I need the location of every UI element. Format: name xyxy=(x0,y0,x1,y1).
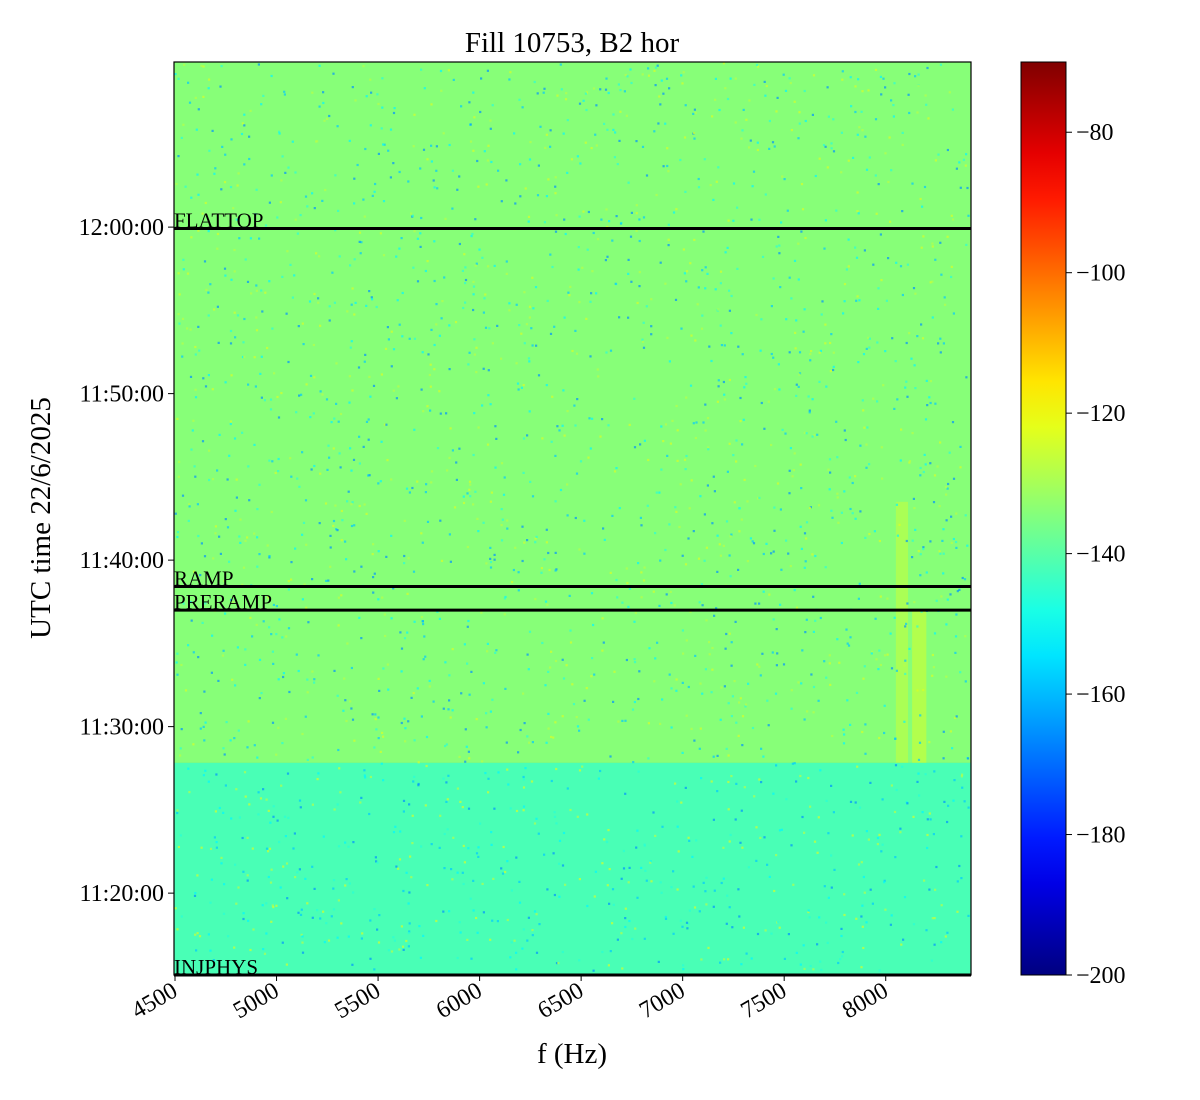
colorbar-tick-label--160: −160 xyxy=(1076,682,1126,708)
heatmap-noise xyxy=(174,62,970,972)
x-tick-label-6500: 6500 xyxy=(534,978,589,1025)
colorbar-tick-label--180: −180 xyxy=(1076,823,1126,849)
y-tick-label-11:20:00: 11:20:00 xyxy=(80,881,164,907)
x-tick-label-5000: 5000 xyxy=(229,978,284,1025)
x-tick-label-5500: 5500 xyxy=(331,978,386,1025)
x-tick-label-6000: 6000 xyxy=(432,978,487,1025)
y-tick-label-11:50:00: 11:50:00 xyxy=(80,382,164,408)
y-tick-label-11:30:00: 11:30:00 xyxy=(80,715,164,741)
x-tick-label-7000: 7000 xyxy=(635,978,690,1025)
x-tick-label-7500: 7500 xyxy=(737,978,792,1025)
colorbar-tick-label--100: −100 xyxy=(1076,261,1126,287)
y-axis-label: UTC time 22/6/2025 xyxy=(25,397,57,639)
colorbar-tick-label--200: −200 xyxy=(1076,963,1126,989)
colorbar-tick-label--120: −120 xyxy=(1076,401,1126,427)
heatmap-region-1 xyxy=(174,762,971,975)
x-axis: 4500 5000 5500 6000 6500 7000 7500 8000 xyxy=(127,975,893,1025)
colorbar-tick-label--80: −80 xyxy=(1076,120,1114,146)
x-axis-label: f (Hz) xyxy=(537,1038,607,1070)
y-tick-label-12:00:00: 12:00:00 xyxy=(79,215,164,241)
colorbar-tick-label--140: −140 xyxy=(1076,542,1126,568)
heatmap-regions xyxy=(174,62,971,975)
chart-title: Fill 10753, B2 hor xyxy=(465,27,680,59)
colorbar-ticks: −200 −180 −160 −140 −120 −100 −80 xyxy=(1066,120,1126,989)
y-tick-label-11:40:00: 11:40:00 xyxy=(80,548,164,574)
x-tick-label-4500: 4500 xyxy=(127,978,182,1025)
plot-frame xyxy=(173,61,972,976)
heatmap-feature-2 xyxy=(912,610,927,763)
event-label-ramp: RAMP xyxy=(174,566,234,590)
colorbar-gradient xyxy=(1020,61,1067,976)
event-label-flattop: FLATTOP xyxy=(174,209,263,233)
event-label-preramp: PRERAMP xyxy=(174,590,272,614)
x-tick-label-8000: 8000 xyxy=(838,978,893,1025)
colorbar: −200 −180 −160 −140 −120 −100 −80 xyxy=(1020,61,1126,989)
heatmap-feature-1 xyxy=(895,501,909,763)
y-axis: 11:20:00 11:30:00 11:40:00 11:50:00 12:00:00 xyxy=(79,215,174,907)
heatmap-region-2 xyxy=(174,62,971,763)
